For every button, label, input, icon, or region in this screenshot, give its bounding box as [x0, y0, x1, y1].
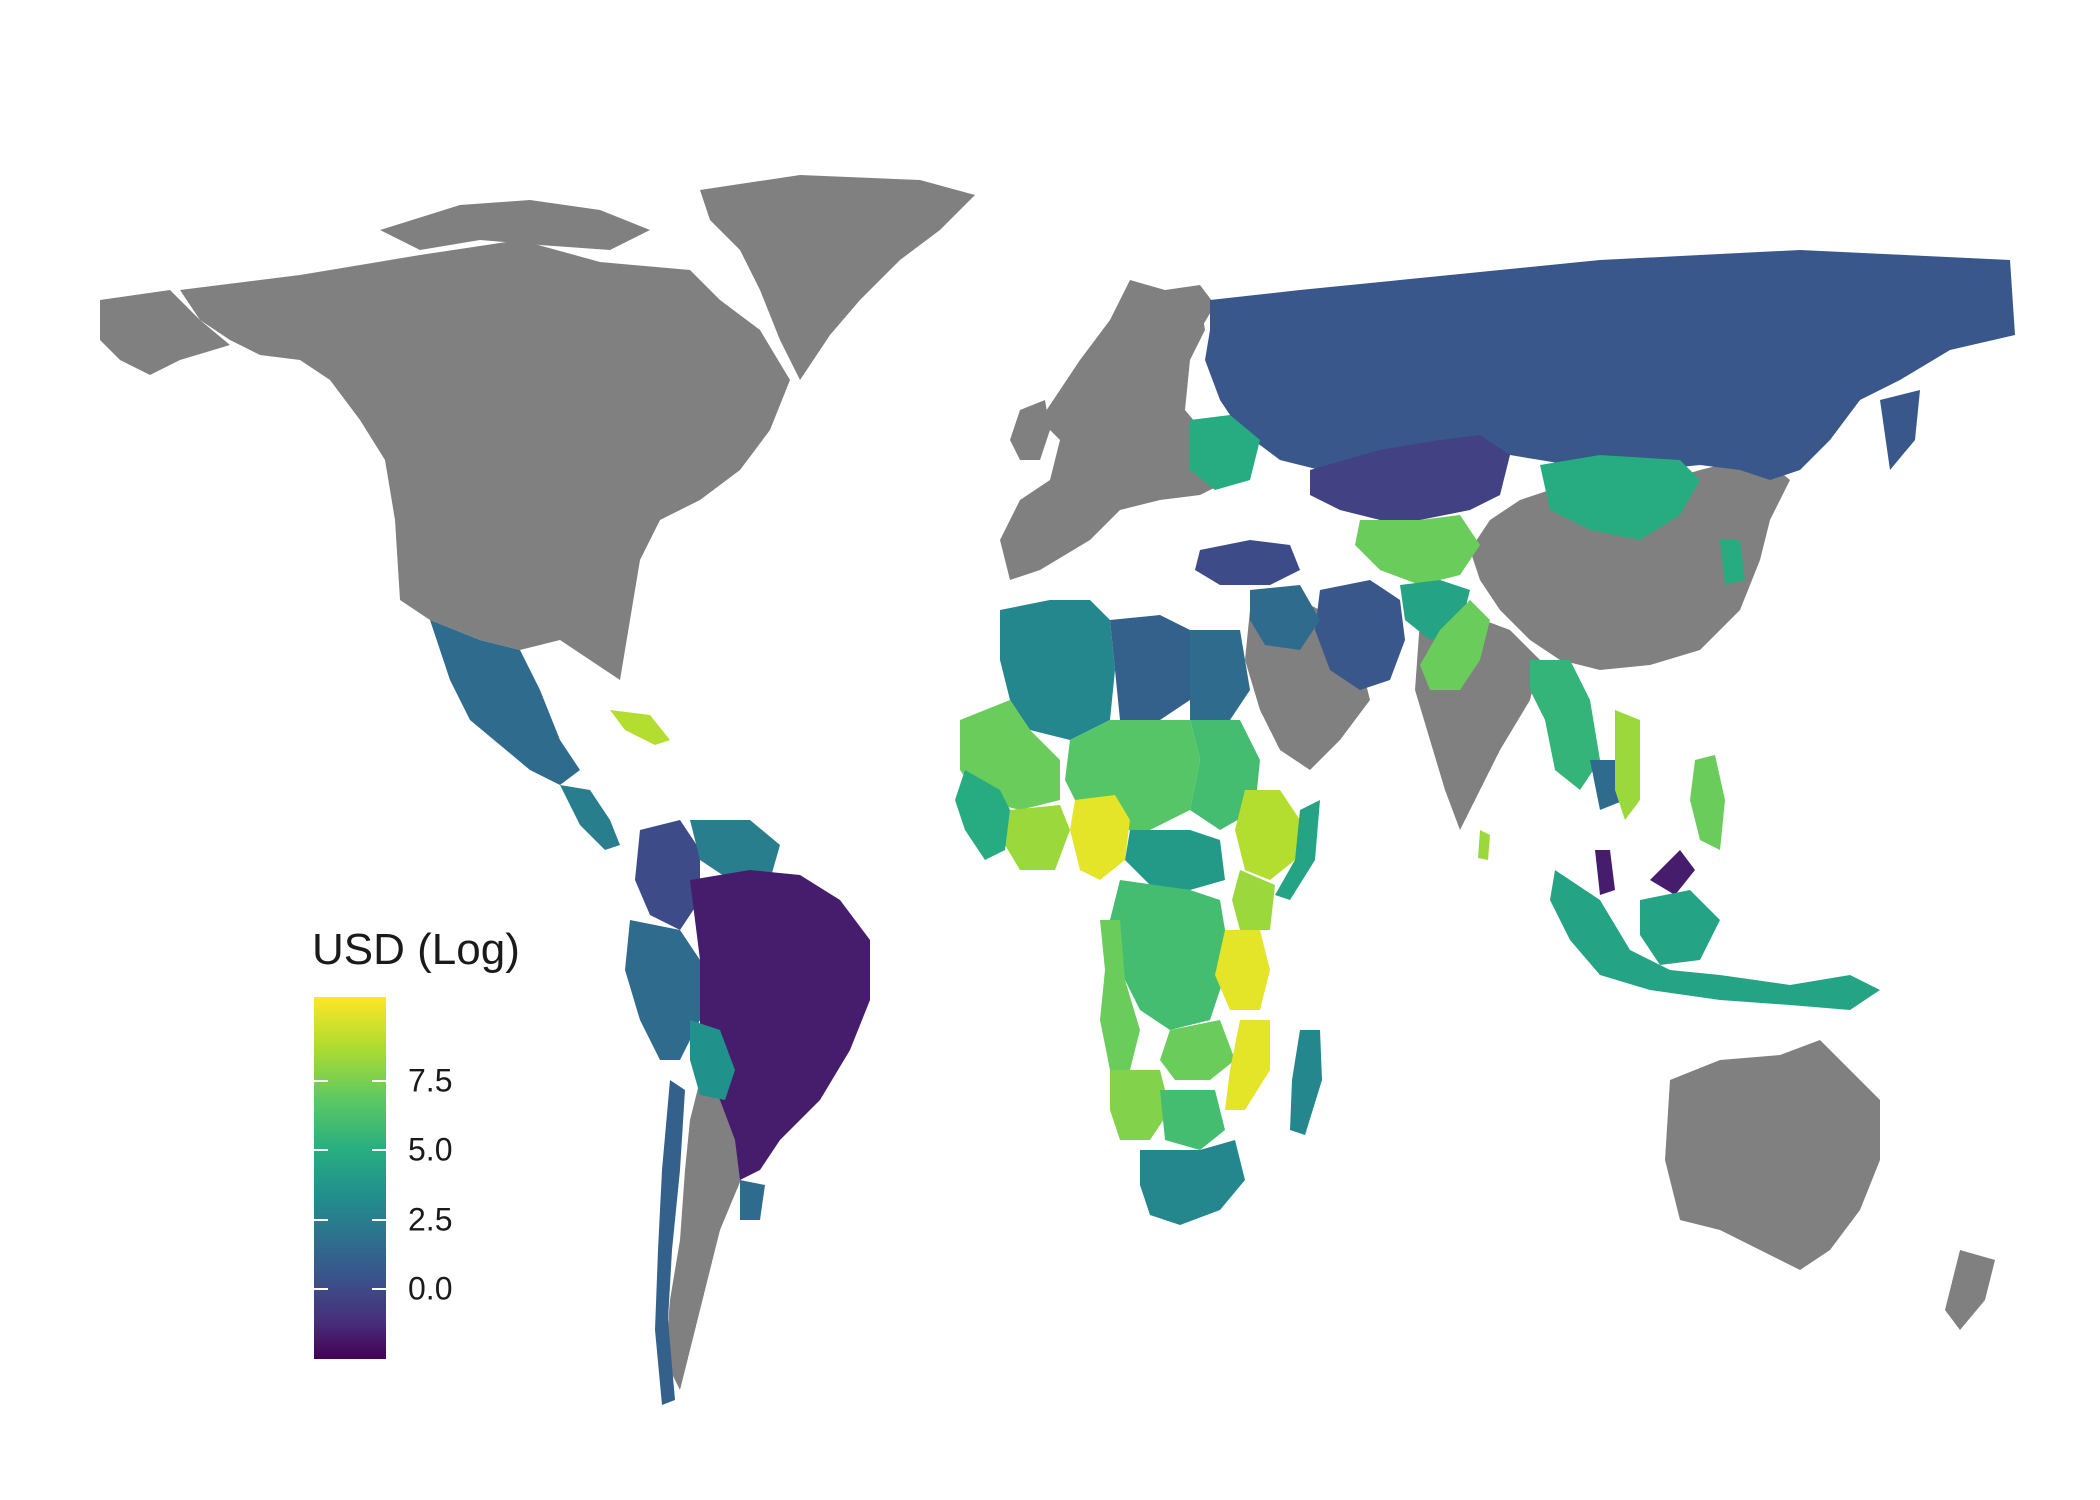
legend-tick-label: 7.5 — [408, 1062, 453, 1099]
country-indonesia — [1550, 870, 1880, 1010]
country-libya — [1110, 615, 1190, 720]
legend-tick-right — [372, 1149, 386, 1152]
legend-colorbar — [314, 997, 386, 1359]
country-cuba — [610, 710, 670, 745]
country-nigeria — [1070, 795, 1130, 880]
country-greenland — [700, 175, 975, 380]
legend-tick-left — [314, 1149, 328, 1152]
country-iran — [1315, 580, 1405, 690]
legend-tick-right — [372, 1288, 386, 1291]
legend-tick-left — [314, 1288, 328, 1291]
legend-tick-label: 2.5 — [408, 1201, 453, 1238]
country-philippines — [1690, 755, 1725, 850]
country-mongolia — [1540, 455, 1700, 540]
country-new-zealand — [1945, 1250, 1995, 1330]
country-mozambique — [1225, 1020, 1270, 1110]
country-argentina — [665, 1080, 745, 1390]
country-peru — [625, 920, 700, 1060]
country-gabon-angola — [1100, 920, 1140, 1070]
country-pakistan — [1420, 600, 1490, 690]
country-central-america — [560, 785, 620, 850]
country-borneo-north — [1650, 850, 1695, 895]
country-egypt — [1190, 630, 1250, 720]
country-west-coast — [955, 770, 1010, 860]
country-kazakhstan — [1310, 435, 1510, 520]
country-north-america — [180, 240, 790, 680]
country-australia — [1665, 1040, 1880, 1270]
country-turkey — [1195, 540, 1300, 585]
country-vietnam — [1615, 710, 1640, 820]
country-somalia — [1275, 800, 1320, 900]
country-borneo — [1640, 890, 1720, 965]
country-algeria — [1000, 600, 1115, 740]
country-central-asia — [1355, 515, 1480, 585]
legend-tick-right — [372, 1079, 386, 1082]
country-korea — [1720, 540, 1745, 585]
country-uk — [1010, 400, 1050, 460]
country-kenya — [1232, 870, 1275, 930]
countries-layer — [100, 175, 2015, 1405]
legend-title: USD (Log) — [312, 925, 520, 974]
country-ethiopia — [1235, 790, 1300, 880]
country-russia-kamchatka — [1880, 390, 1920, 470]
country-colombia-ecuador — [635, 820, 700, 930]
country-botswana — [1160, 1090, 1225, 1150]
country-alaska — [100, 290, 230, 375]
color-legend: USD (Log) 0.0 2.5 5.0 7.5 — [312, 925, 572, 1365]
country-tanzania — [1215, 930, 1270, 1010]
country-angola-south — [1110, 1070, 1170, 1140]
country-bolivia — [690, 1020, 735, 1100]
legend-tick-label: 5.0 — [408, 1131, 453, 1168]
legend-tick-label: 0.0 — [408, 1270, 453, 1307]
country-ukraine-belarus — [1190, 415, 1260, 490]
country-chile — [655, 1080, 685, 1405]
country-south-africa — [1140, 1140, 1245, 1225]
country-russia — [1205, 250, 2015, 480]
country-central-africa — [1125, 830, 1225, 890]
country-iraq-syria — [1250, 585, 1320, 650]
country-ghana-ivory — [1005, 805, 1070, 870]
country-myanmar-thailand — [1530, 660, 1600, 790]
country-malaysia — [1595, 850, 1615, 895]
country-congo — [1110, 880, 1230, 1030]
country-venezuela — [690, 820, 780, 880]
legend-tick-right — [372, 1218, 386, 1221]
country-mexico — [430, 620, 580, 785]
country-brazil — [690, 870, 870, 1180]
country-madagascar — [1290, 1030, 1322, 1135]
country-uruguay — [740, 1180, 765, 1220]
country-sri-lanka — [1478, 830, 1490, 860]
country-canada-islands — [380, 200, 650, 250]
legend-tick-left — [314, 1079, 328, 1082]
country-zambia — [1160, 1020, 1235, 1080]
legend-tick-left — [314, 1218, 328, 1221]
country-scandinavia — [1110, 280, 1215, 380]
